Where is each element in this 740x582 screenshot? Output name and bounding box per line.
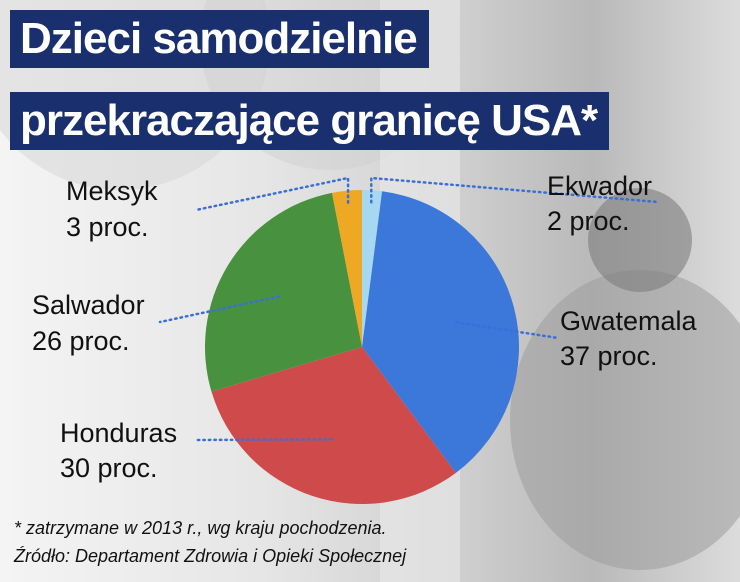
- leader-line-honduras: [194, 438, 333, 442]
- pie-slice-salwador: [205, 192, 362, 392]
- pie-slice-honduras: [211, 347, 456, 505]
- bg-child-figure: [510, 270, 740, 570]
- pie-slice-meksyk: [331, 190, 362, 347]
- pie-slice-gwatemala: [362, 191, 520, 473]
- label-honduras-name: Honduras: [60, 418, 177, 448]
- title-line-1: Dzieci samodzielnie: [10, 10, 429, 68]
- pie-slices: [205, 190, 520, 505]
- leader-line-ekwador: [370, 176, 660, 204]
- label-gwatemala-name: Gwatemala: [560, 306, 698, 336]
- leader-line-meksyk: [194, 176, 350, 212]
- label-salwador-name: Salwador: [32, 290, 145, 320]
- source-note: Źródło: Departament Zdrowia i Opieki Spo…: [14, 546, 407, 566]
- pie-slice-ekwador: [362, 190, 383, 347]
- label-salwador-value: 26 proc.: [32, 326, 130, 356]
- leader-lines: [158, 176, 660, 442]
- bg-child-head: [588, 188, 692, 292]
- leader-line-gwatemala: [454, 321, 560, 340]
- label-ekwador-value: 2 proc.: [547, 206, 630, 236]
- label-meksyk-value: 3 proc.: [66, 212, 149, 242]
- label-ekwador-name: Ekwador: [547, 171, 652, 201]
- title-line-2: przekraczające granicę USA*: [10, 92, 610, 150]
- leader-line-salwador: [158, 295, 281, 324]
- footnote: * zatrzymane w 2013 r., wg kraju pochodz…: [14, 518, 387, 538]
- label-meksyk-name: Meksyk: [66, 176, 158, 206]
- label-gwatemala-value: 37 proc.: [560, 341, 658, 371]
- label-honduras-value: 30 proc.: [60, 453, 158, 483]
